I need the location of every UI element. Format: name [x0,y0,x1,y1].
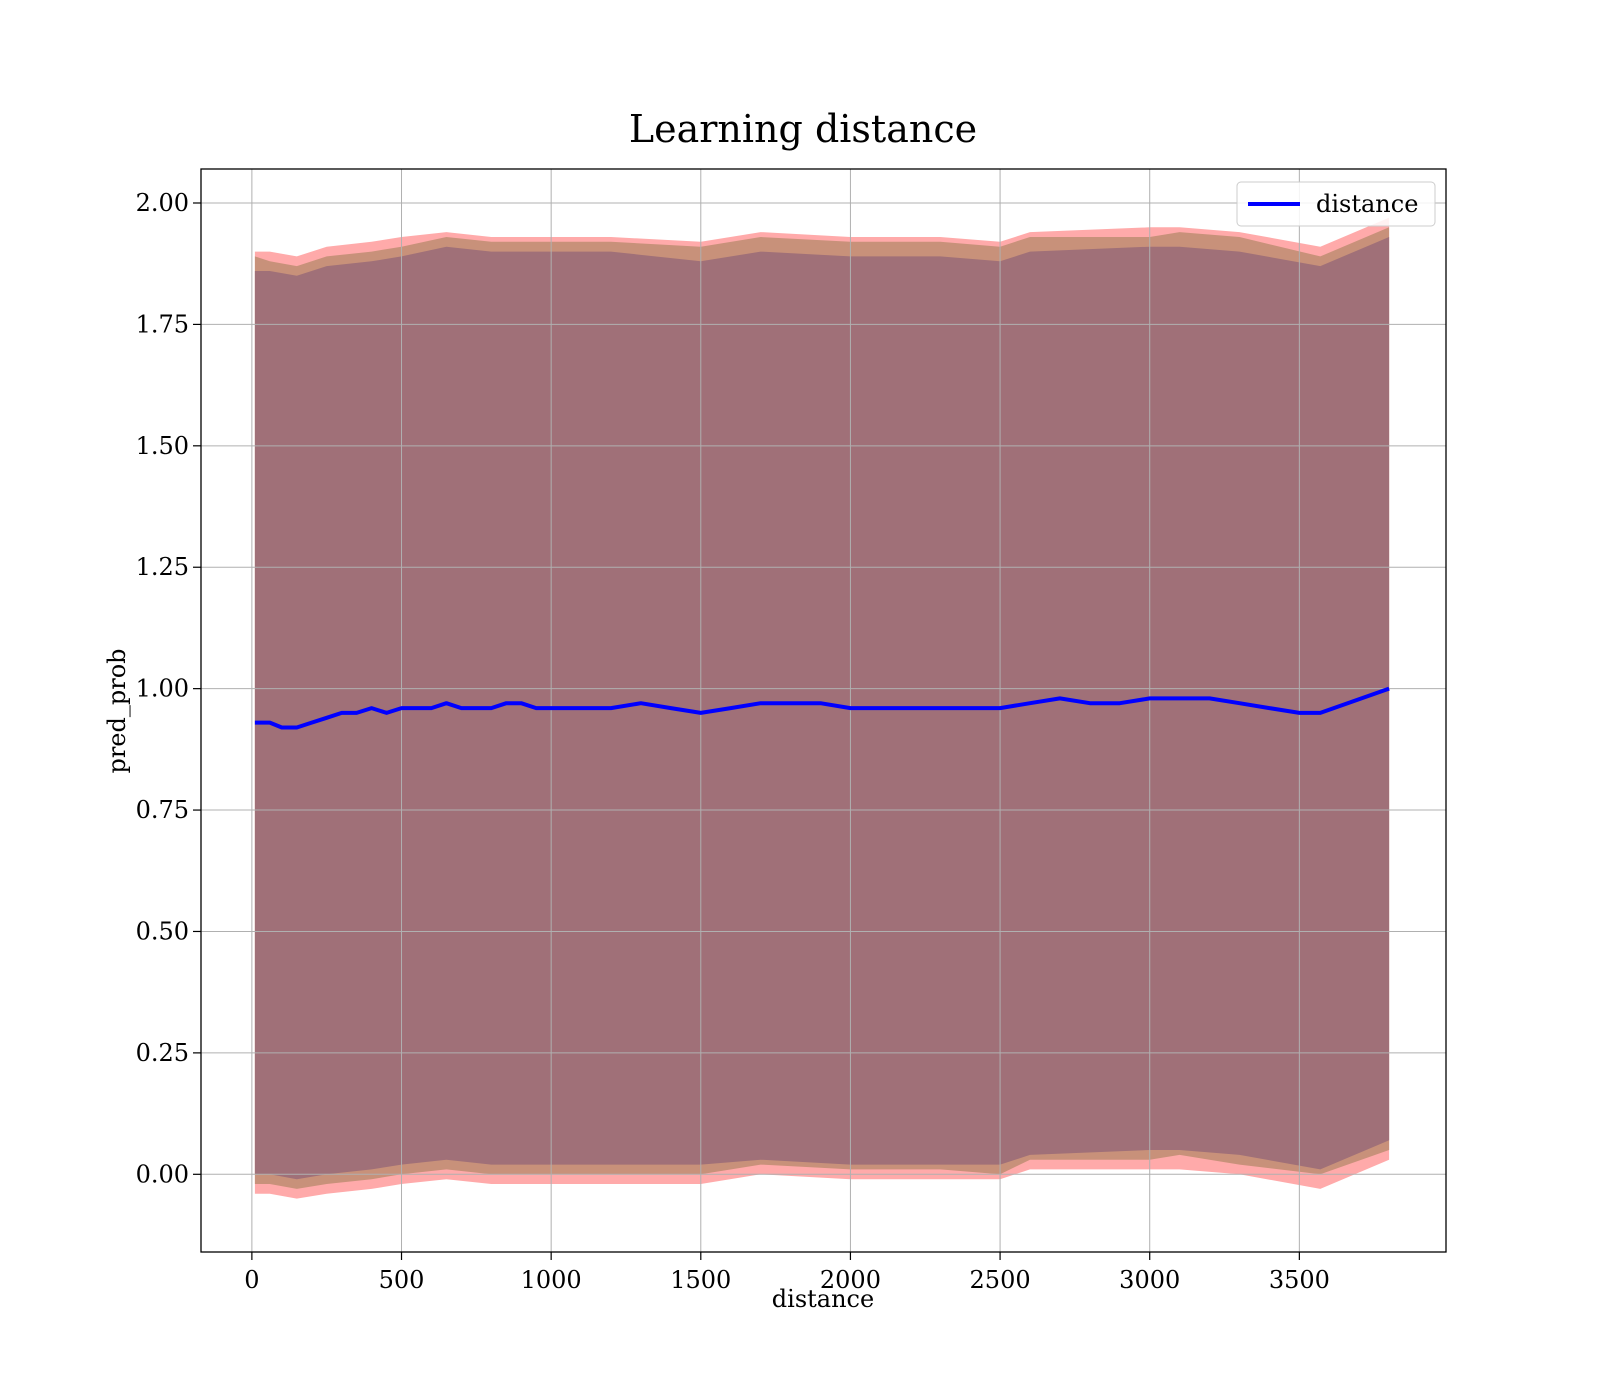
y-tick-label: 0.25 [136,1039,189,1067]
y-axis-label: pred_prob [103,648,131,773]
y-tick-label: 0.75 [136,796,189,824]
x-axis-label: distance [772,1285,874,1313]
y-tick-label: 0.50 [136,917,189,945]
x-tick-label: 0 [244,1266,259,1294]
y-tick-label: 1.75 [136,310,189,338]
y-axis-ticks: 0.00 0.25 0.50 0.75 1.00 1.25 1.50 1.75 2.00 [136,189,201,1188]
legend-box [1236,181,1436,227]
plot-frame [200,168,1447,1253]
x-tick-label: 500 [379,1266,425,1294]
x-tick-label: 1000 [521,1266,582,1294]
series-line-distance [254,686,1390,730]
x-axis-ticks: 0 500 1000 1500 2000 2500 3000 3500 [244,1252,1330,1294]
series-lines [254,686,1390,730]
chart-title: Learning distance [629,107,977,151]
x-tick-label: 3000 [1119,1266,1180,1294]
x-tick-label: 2000 [820,1266,881,1294]
x-tick-label: 1500 [670,1266,731,1294]
y-tick-label: 2.00 [136,189,189,217]
legend: distance [1236,181,1436,227]
uncertainty-bands [254,217,1390,1199]
uncertainty-band-3 [254,237,1390,1180]
y-tick-label: 1.50 [136,432,189,460]
legend-label-distance: distance [1316,190,1418,218]
grid [201,169,1446,1252]
y-tick-label: 1.00 [136,675,189,703]
x-tick-label: 3500 [1269,1266,1330,1294]
x-tick-label: 2500 [970,1266,1031,1294]
y-tick-label: 1.25 [136,553,189,581]
y-tick-label: 0.00 [136,1160,189,1188]
